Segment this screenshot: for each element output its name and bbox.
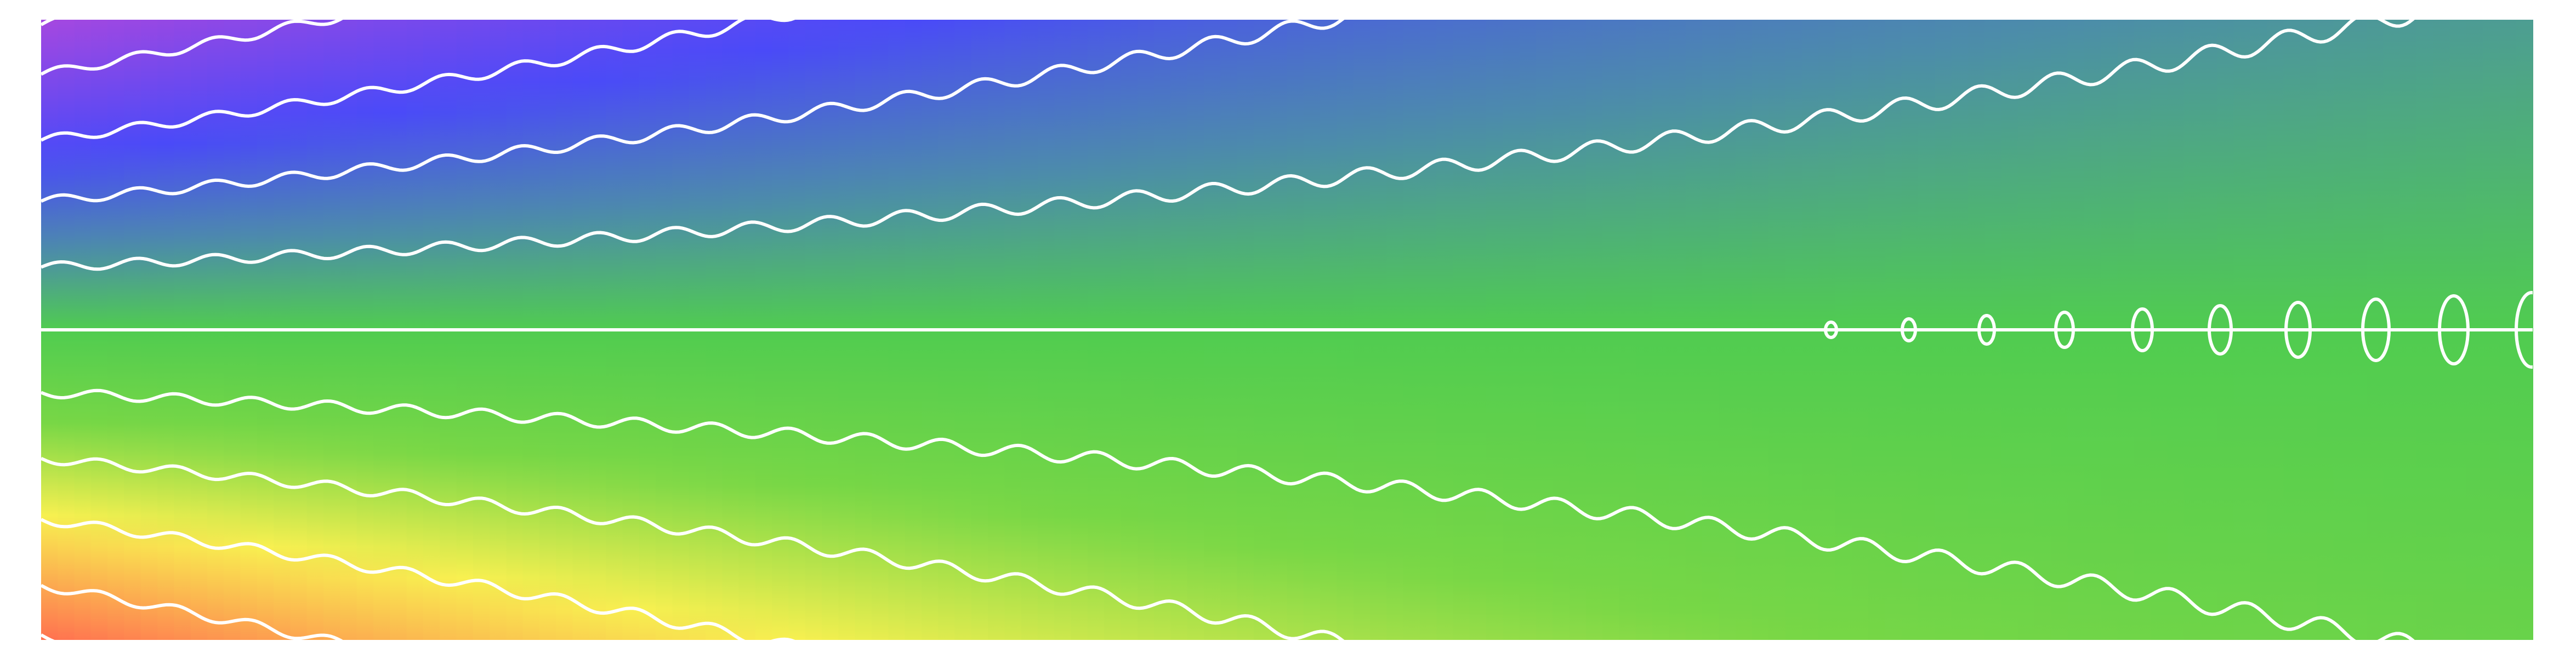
contour-loop [2438,294,2470,365]
contour-loop [1977,314,1996,346]
contour-line [41,388,2415,640]
contour-loop [2131,307,2154,352]
contour-lines [41,20,2533,640]
contour-loop [2208,304,2233,356]
contour-loop [2054,311,2075,349]
contour-loop [1901,317,1917,342]
contour-line [41,20,1345,203]
contour-loop [2361,297,2391,362]
contour-line [41,20,343,76]
contour-line [41,20,795,142]
contour-loop [2515,291,2533,369]
contour-line [41,518,795,640]
contour-line [41,457,1345,640]
contour-loop [1824,321,1838,339]
contour-loop [2284,301,2312,359]
contour-line [41,583,343,640]
contour-line [41,20,2415,271]
